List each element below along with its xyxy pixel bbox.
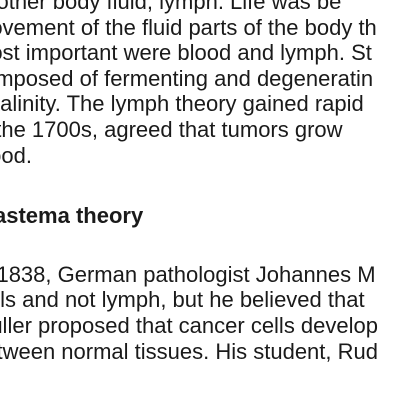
text-line: cells and not lymph, but he believed tha… [0,287,365,313]
section-heading: Blastema theory [0,203,144,229]
text-line: between normal tissues. His student, Rud [0,338,378,364]
paragraph-lymph-theory: another body fluid, lymph. Life was be m… [0,0,400,168]
text-line: In 1838, German pathologist Johannes M [0,261,376,287]
document-page: another body fluid, lymph. Life was be m… [0,0,400,364]
text-line: Müller proposed that cancer cells develo… [0,312,379,338]
spacer [0,168,400,203]
text-line: composed of fermenting and degeneratin [0,65,374,91]
text-line: blood. [0,142,32,168]
text-line: another body fluid, lymph. Life was be [0,0,342,14]
text-line: most important were blood and lymph. St [0,40,372,66]
text-line: in the 1700s, agreed that tumors grow [0,116,343,142]
paragraph-blastema-theory: In 1838, German pathologist Johannes M c… [0,262,400,364]
text-line: alkalinity. The lymph theory gained rapi… [0,91,364,117]
spacer [0,229,400,262]
text-line: movement of the fluid parts of the body … [0,14,377,40]
